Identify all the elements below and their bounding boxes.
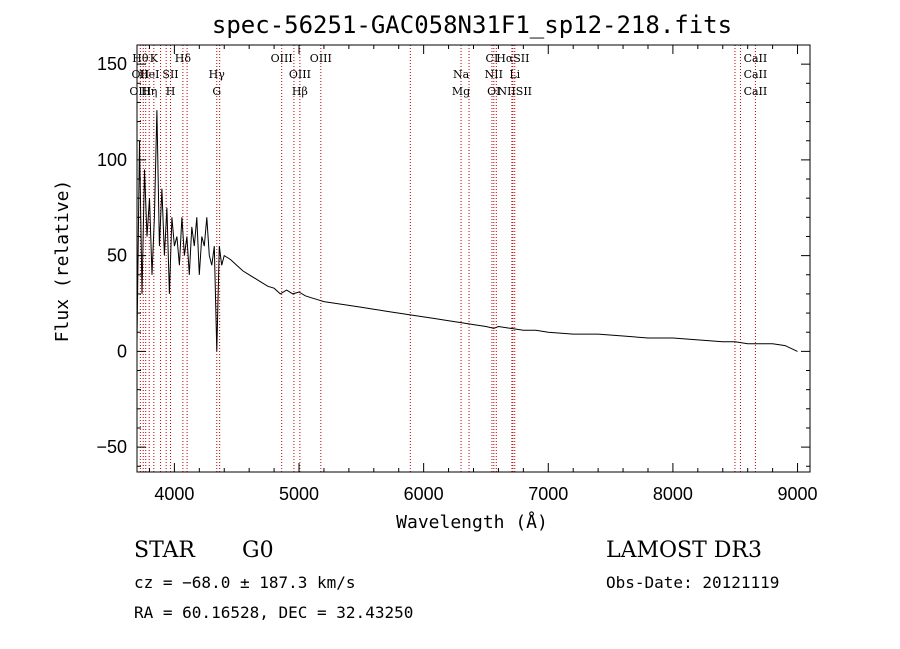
line-label-mid_row-4: OIII — [289, 68, 311, 81]
line-label-top_row-1: K — [150, 52, 159, 65]
object-subclass: G0 — [242, 538, 274, 563]
object-class: STAR — [134, 538, 195, 563]
x-tick-label: 5000 — [279, 484, 319, 504]
line-label-mid_row-3: Hγ — [209, 68, 226, 81]
line-label-mid_row-7: Li — [509, 68, 520, 81]
line-label-bottom_row-3: G — [212, 85, 221, 98]
line-label-top_row-4: OIII — [310, 52, 332, 65]
line-label-bottom_row-5: Mg — [452, 85, 470, 98]
line-label-mid_row-1: HeI — [139, 68, 159, 81]
spectrum-series-line — [136, 110, 798, 352]
line-label-top_row-2: Hδ — [175, 52, 192, 65]
axis-ticks: 4000 5000 6000 7000 8000 9000 −50 0 50 100 150 — [96, 45, 818, 504]
chart-title: spec-56251-GAC058N31F1_sp12-218.fits — [212, 11, 732, 39]
x-tick-label: 6000 — [404, 484, 444, 504]
obs-date: Obs-Date: 20121119 — [606, 573, 780, 592]
line-label-mid_row-5: Na — [453, 68, 470, 81]
line-label-top_row-6: HαSII — [496, 52, 529, 65]
y-tick-label: 100 — [97, 150, 127, 170]
line-label-mid_row-8: CaII — [744, 68, 768, 81]
line-label-mid_row-2: SII — [162, 68, 178, 81]
x-tick-label: 9000 — [778, 484, 818, 504]
y-axis-label: Flux (relative) — [52, 180, 73, 343]
line-label-bottom_row-1: Hη — [141, 85, 157, 98]
coordinates: RA = 60.16528, DEC = 32.43250 — [134, 603, 414, 622]
line-label-bottom_row-2: H — [166, 85, 176, 98]
y-tick-label: 150 — [97, 54, 127, 74]
y-tick-label: 0 — [117, 341, 127, 361]
line-label-bottom_row-8: CaII — [744, 85, 768, 98]
survey-name: LAMOST DR3 — [606, 538, 762, 563]
redshift-text: cz = −68.0 ± 187.3 km/s — [134, 573, 356, 592]
line-label-top_row-5: CI — [486, 52, 499, 65]
x-axis-label: Wavelength (Å) — [396, 511, 548, 533]
line-label-bottom_row-0: OIII — [129, 85, 151, 98]
x-tick-label: 7000 — [528, 484, 568, 504]
y-tick-label: −50 — [96, 437, 127, 457]
line-label-bottom_row-6: OI — [487, 85, 500, 98]
line-label-mid_row-0: OII — [132, 68, 150, 81]
line-label-mid_row-6: NII — [485, 68, 503, 81]
x-tick-label: 8000 — [653, 484, 693, 504]
line-markers — [139, 45, 756, 472]
line-label-bottom_row-4: Hβ — [292, 85, 308, 98]
line-label-bottom_row-7: NIISII — [497, 85, 532, 98]
line-label-top_row-7: CaII — [744, 52, 768, 65]
line-label-top_row-0: Hθ — [132, 52, 149, 65]
line-label-top_row-3: OIII — [271, 52, 293, 65]
y-tick-label: 50 — [107, 246, 127, 266]
plot-frame — [136, 44, 811, 473]
x-tick-label: 4000 — [154, 484, 194, 504]
